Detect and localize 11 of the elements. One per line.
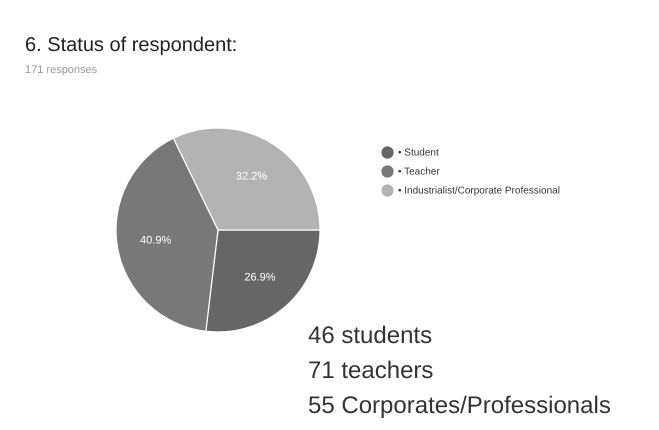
text: 46 students [308, 322, 432, 349]
chart-title: 6. Status of respondent: [25, 34, 238, 56]
text: 71 teachers [308, 357, 434, 384]
data-label: 32.2% [236, 170, 268, 182]
legend-label: • Student [398, 148, 439, 158]
text: 55 Corporates/Professionals [308, 392, 611, 419]
legend-label: • Industrialist/Corporate Professional [398, 186, 560, 196]
data-label: 26.9% [244, 271, 276, 284]
data-label: 40.9% [140, 234, 172, 246]
chart-subtitle: 171 responses [25, 64, 98, 76]
legend-label: • Teacher [398, 166, 440, 178]
